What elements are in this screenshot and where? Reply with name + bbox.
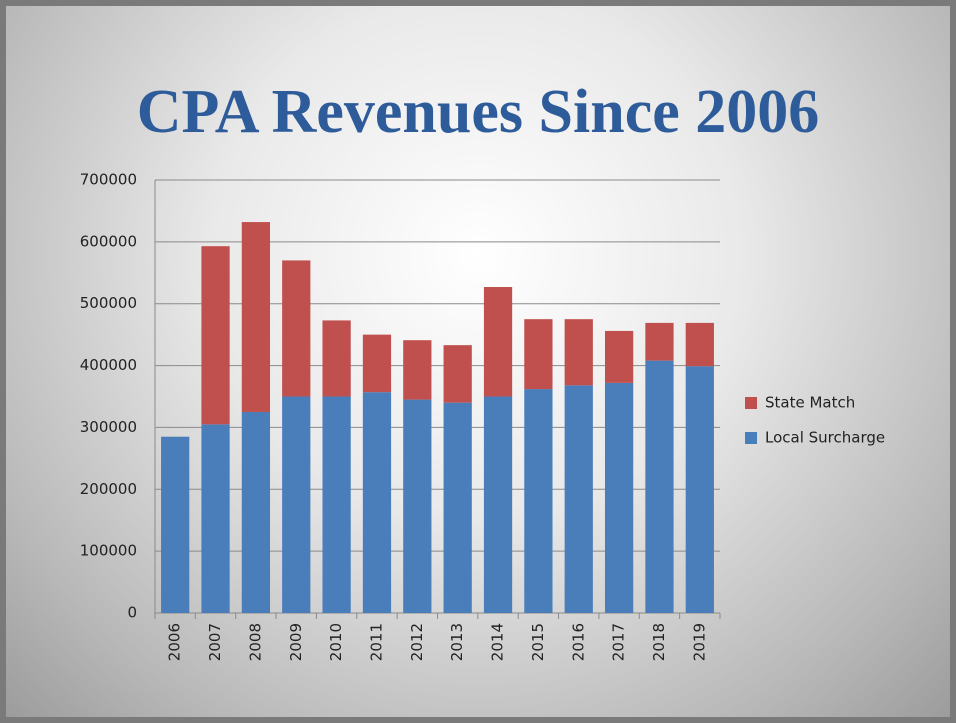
y-tick-label: 100000	[80, 542, 137, 560]
bar-segment	[524, 319, 553, 390]
bar-segment	[564, 319, 593, 386]
y-tick-label: 200000	[80, 480, 137, 498]
x-tick-label: 2012	[408, 623, 426, 661]
x-tick-label: 2010	[327, 623, 345, 661]
bar-segment	[524, 389, 553, 613]
bar-segment	[362, 392, 392, 613]
bar-segment	[604, 330, 634, 383]
y-tick-label: 400000	[80, 356, 137, 374]
bar-segment	[322, 320, 351, 397]
x-tick-label: 2017	[610, 623, 628, 661]
x-tick-label: 2008	[246, 623, 264, 661]
bar-segment	[282, 260, 311, 397]
bar-segment	[241, 222, 271, 412]
x-tick-label: 2018	[650, 623, 668, 661]
chart-title: CPA Revenues Since 2006	[137, 78, 820, 146]
bar-segment	[604, 382, 634, 613]
bar-segment	[685, 366, 714, 613]
x-tick-label: 2009	[287, 623, 305, 661]
x-tick-label: 2011	[367, 623, 385, 661]
x-tick-label: 2007	[206, 623, 224, 661]
bar-segment	[282, 396, 311, 613]
bar-segment	[362, 334, 392, 393]
y-tick-label: 500000	[80, 294, 137, 312]
bar-segment	[201, 424, 230, 613]
bar-segment	[645, 322, 674, 361]
bar-segment	[322, 396, 351, 613]
bar-segment	[483, 396, 513, 613]
bar-segment	[241, 411, 271, 613]
y-tick-label: 700000	[80, 171, 137, 189]
y-tick-label: 300000	[80, 418, 137, 436]
y-tick-label: 0	[127, 604, 137, 622]
x-tick-label: 2015	[529, 623, 547, 661]
x-tick-label: 2016	[569, 623, 587, 661]
x-tick-label: 2014	[489, 623, 507, 661]
x-tick-label: 2019	[690, 623, 708, 661]
bar-segment	[443, 402, 472, 613]
legend-label: State Match	[765, 394, 855, 412]
bar-segment	[201, 246, 230, 425]
bar-segment	[483, 287, 513, 397]
bar-segment	[564, 385, 593, 613]
x-tick-label: 2013	[448, 623, 466, 661]
bar-segment	[645, 360, 674, 613]
bar-segment	[161, 436, 190, 613]
bar-segment	[443, 345, 472, 403]
legend-swatch	[745, 397, 757, 409]
x-tick-label: 2006	[166, 623, 184, 661]
legend-label: Local Surcharge	[765, 429, 885, 447]
bar-segment	[403, 399, 432, 613]
bar-segment	[403, 340, 432, 400]
y-tick-label: 600000	[80, 232, 137, 250]
bar-segment	[685, 322, 714, 367]
legend-swatch	[745, 432, 757, 444]
